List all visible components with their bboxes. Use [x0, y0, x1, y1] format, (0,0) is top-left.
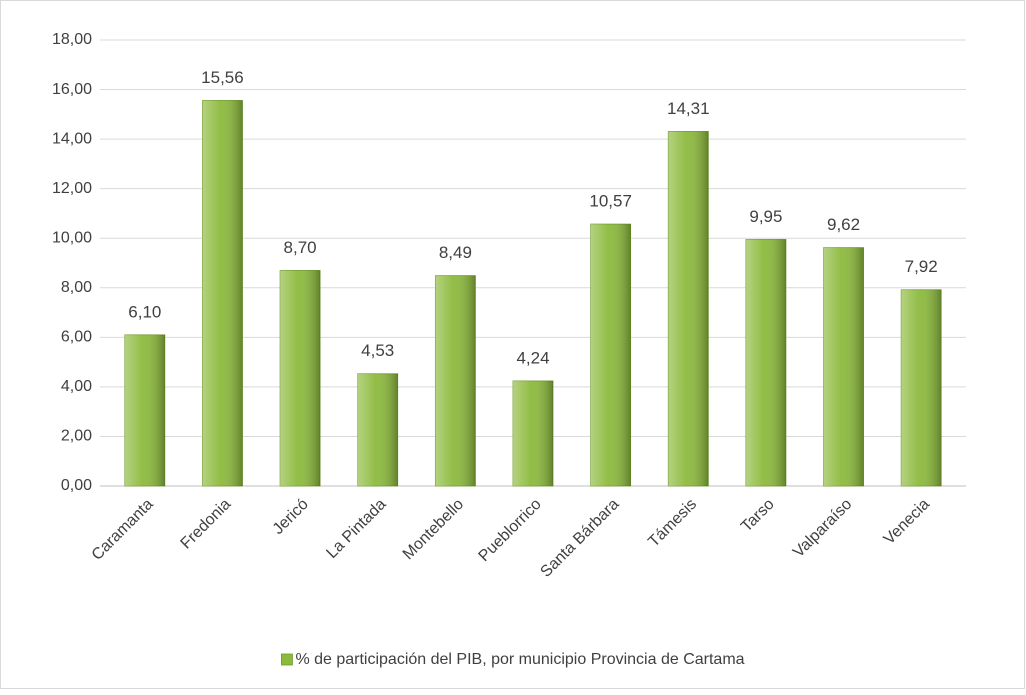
y-tick-label: 16,00	[52, 81, 92, 98]
data-label: 8,49	[439, 243, 472, 262]
data-label: 8,70	[284, 238, 317, 257]
bar-shade	[202, 100, 243, 487]
bar-shade	[435, 275, 476, 486]
data-label: 9,62	[827, 215, 860, 234]
y-tick-label: 8,00	[61, 279, 92, 296]
y-tick-label: 2,00	[61, 428, 92, 445]
bar-shade	[280, 270, 321, 486]
y-tick-label: 10,00	[52, 229, 92, 246]
data-label: 15,56	[201, 68, 244, 87]
y-tick-label: 14,00	[52, 130, 92, 147]
y-tick-label: 12,00	[52, 180, 92, 197]
bar-shade	[513, 380, 553, 486]
y-tick-label: 0,00	[61, 477, 92, 494]
bar-shade	[124, 334, 165, 486]
bar-shade	[590, 224, 631, 487]
data-label: 9,95	[749, 207, 782, 226]
data-label: 7,92	[905, 257, 938, 276]
data-label: 10,57	[589, 192, 632, 211]
legend-swatch	[281, 653, 293, 666]
data-label: 6,10	[128, 302, 161, 321]
legend-label: % de participación del PIB, por municipi…	[295, 651, 744, 668]
bar-shade	[901, 289, 942, 486]
bar-shade	[668, 131, 709, 486]
data-label: 4,53	[361, 341, 394, 360]
bar-shade	[745, 239, 786, 486]
bar-shade	[823, 247, 864, 486]
y-tick-label: 18,00	[52, 31, 92, 48]
y-tick-label: 6,00	[61, 329, 92, 346]
data-label: 4,24	[516, 348, 549, 367]
data-label: 14,31	[667, 99, 710, 118]
bar-shade	[357, 373, 398, 486]
y-tick-label: 4,00	[61, 378, 92, 395]
